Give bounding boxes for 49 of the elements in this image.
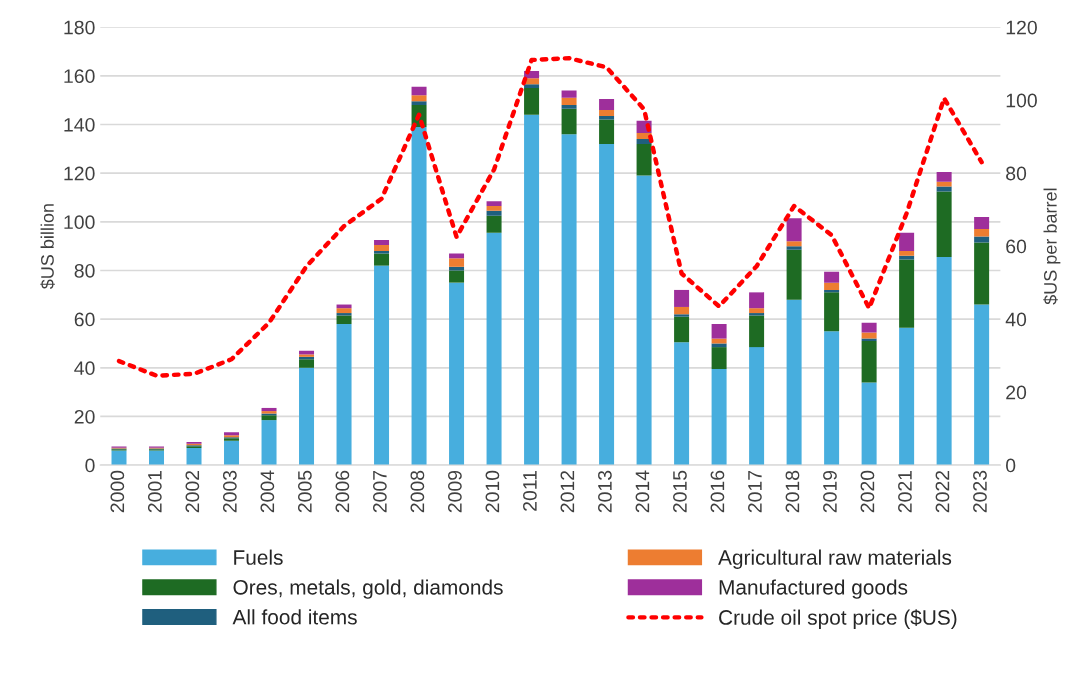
- y-tick-label: 120: [64, 166, 95, 181]
- x-tick-label: 2015: [673, 470, 687, 513]
- x-tick-label: 2013: [598, 470, 612, 513]
- legend-label: Manufactured goods: [719, 579, 908, 599]
- y2-tick-label: 120: [1006, 20, 1037, 35]
- y2-tick-label: 80: [1006, 166, 1027, 181]
- x-tick-label: 2000: [110, 470, 125, 513]
- y-axis-title: $US billion: [40, 204, 55, 290]
- x-tick-label: 2007: [373, 470, 387, 513]
- y2-tick-label: 20: [1006, 385, 1027, 400]
- y2-axis-title: $US per barrel: [1043, 188, 1061, 305]
- x-tick-label: 2010: [485, 470, 500, 513]
- x-tick-label: 2017: [748, 470, 762, 513]
- x-tick-label: 2023: [973, 470, 987, 513]
- x-tick-label: 2016: [710, 470, 725, 513]
- legend-label: Ores, metals, gold, diamonds: [233, 579, 503, 599]
- y-tick-label: 140: [64, 117, 95, 132]
- x-tick-label: 2021: [898, 470, 912, 513]
- x-tick-label: 2004: [260, 470, 275, 513]
- y2-tick-label: 40: [1005, 312, 1027, 327]
- x-tick-label: 2019: [823, 470, 837, 513]
- legend-label: Crude oil spot price ($US): [719, 609, 957, 629]
- x-tick-label: 2011: [523, 470, 537, 511]
- y2-tick-label: 100: [1006, 93, 1037, 108]
- x-tick-label: 2014: [635, 470, 650, 513]
- x-tick-label: 2006: [335, 470, 350, 513]
- x-tick-label: 2008: [410, 470, 425, 513]
- x-tick-label: 2012: [560, 470, 575, 513]
- y-tick-label: 100: [64, 215, 95, 230]
- x-tick-label: 2005: [297, 470, 312, 513]
- y2-tick-label: 60: [1006, 239, 1027, 254]
- x-tick-label: 2020: [860, 470, 875, 513]
- x-tick-label: 2003: [222, 470, 237, 513]
- y-tick-label: 0: [85, 458, 95, 473]
- legend-label: All food items: [232, 609, 357, 625]
- x-tick-label: 2001: [147, 470, 162, 513]
- y-tick-label: 40: [74, 361, 95, 376]
- y-tick-label: 20: [74, 409, 95, 424]
- y-tick-label: 60: [74, 312, 95, 327]
- y2-tick-label: 0: [1006, 458, 1016, 473]
- y-tick-label: 160: [64, 69, 95, 84]
- legend-label: Fuels: [234, 549, 283, 565]
- x-tick-label: 2009: [448, 470, 462, 513]
- y-tick-label: 180: [64, 20, 95, 35]
- x-tick-label: 2018: [785, 470, 800, 513]
- legend-label: Agricultural raw materials: [718, 549, 952, 569]
- x-tick-label: 2022: [935, 470, 950, 513]
- x-tick-label: 2002: [185, 470, 200, 513]
- y-tick-label: 80: [74, 263, 95, 278]
